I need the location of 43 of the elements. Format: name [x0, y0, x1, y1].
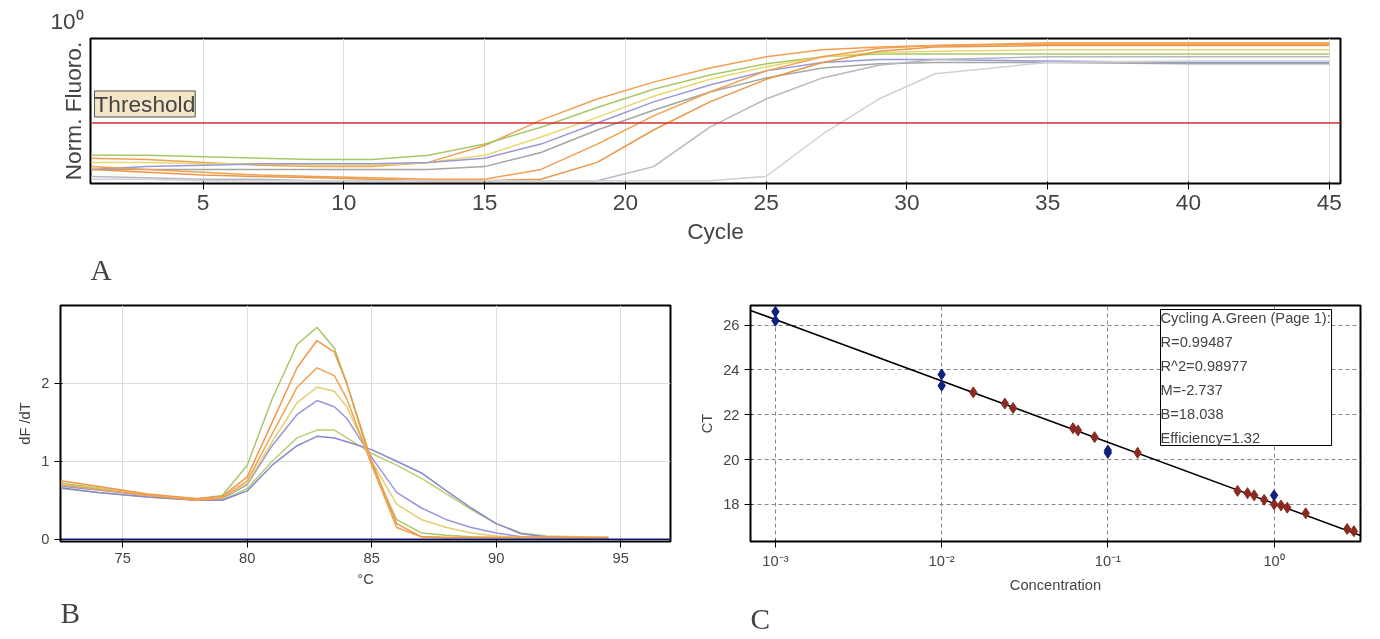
- x-tick-label: 40: [1175, 188, 1202, 215]
- x-axis-title: Cycle: [687, 217, 744, 244]
- x-tick-label: 45: [1316, 188, 1342, 215]
- y-axis-title: CT: [699, 413, 716, 434]
- x-tick-label: 80: [239, 549, 256, 566]
- y-tick-label: 18: [723, 496, 740, 513]
- annotation: Cycling A.Green (Page 1):: [1160, 309, 1331, 326]
- annotation: B=18.038: [1160, 405, 1224, 422]
- x-tick-label: 95: [612, 549, 629, 566]
- text: A: [90, 253, 112, 286]
- x-tick-label: 35: [1035, 188, 1061, 215]
- x-tick-label: 15: [472, 188, 498, 215]
- y-tick-label: 0: [41, 531, 50, 548]
- y-tick-label: 1: [41, 453, 50, 470]
- text: 10⁰: [50, 7, 84, 34]
- y-tick-label: 22: [723, 406, 740, 423]
- x-tick-label: 30: [894, 188, 920, 215]
- annotation: R^2=0.98977: [1160, 357, 1248, 374]
- y-axis-title: dF /dT: [17, 402, 34, 445]
- x-tick-label: 10⁰: [1263, 552, 1285, 569]
- x-axis-title: °C: [357, 570, 375, 587]
- x-tick-label: 10⁻²: [928, 552, 955, 569]
- x-tick-label: 25: [753, 188, 779, 215]
- x-tick-label: 10⁻¹: [1094, 552, 1122, 569]
- text: B: [60, 596, 81, 629]
- x-tick-label: 10: [331, 188, 357, 215]
- x-tick-label: 85: [363, 549, 380, 566]
- x-axis-title: Concentration: [1009, 576, 1102, 593]
- annotation: R=0.99487: [1160, 333, 1233, 350]
- x-tick-label: 20: [612, 188, 639, 215]
- x-tick-label: 5: [196, 188, 210, 215]
- y-tick-label: 26: [723, 317, 740, 334]
- y-tick-label: 24: [723, 361, 740, 378]
- y-axis-title: Norm. Fluoro.: [59, 41, 86, 181]
- text: C: [750, 602, 771, 635]
- y-tick-label: 2: [41, 375, 50, 392]
- x-tick-label: 10⁻³: [762, 552, 789, 569]
- ref-line-label: Threshold: [94, 90, 196, 117]
- x-tick-label: 90: [488, 549, 505, 566]
- x-tick-label: 75: [114, 549, 131, 566]
- annotation: Efficiency=1.32: [1160, 429, 1261, 446]
- annotation: M=-2.737: [1160, 381, 1223, 398]
- y-tick-label: 20: [723, 451, 740, 468]
